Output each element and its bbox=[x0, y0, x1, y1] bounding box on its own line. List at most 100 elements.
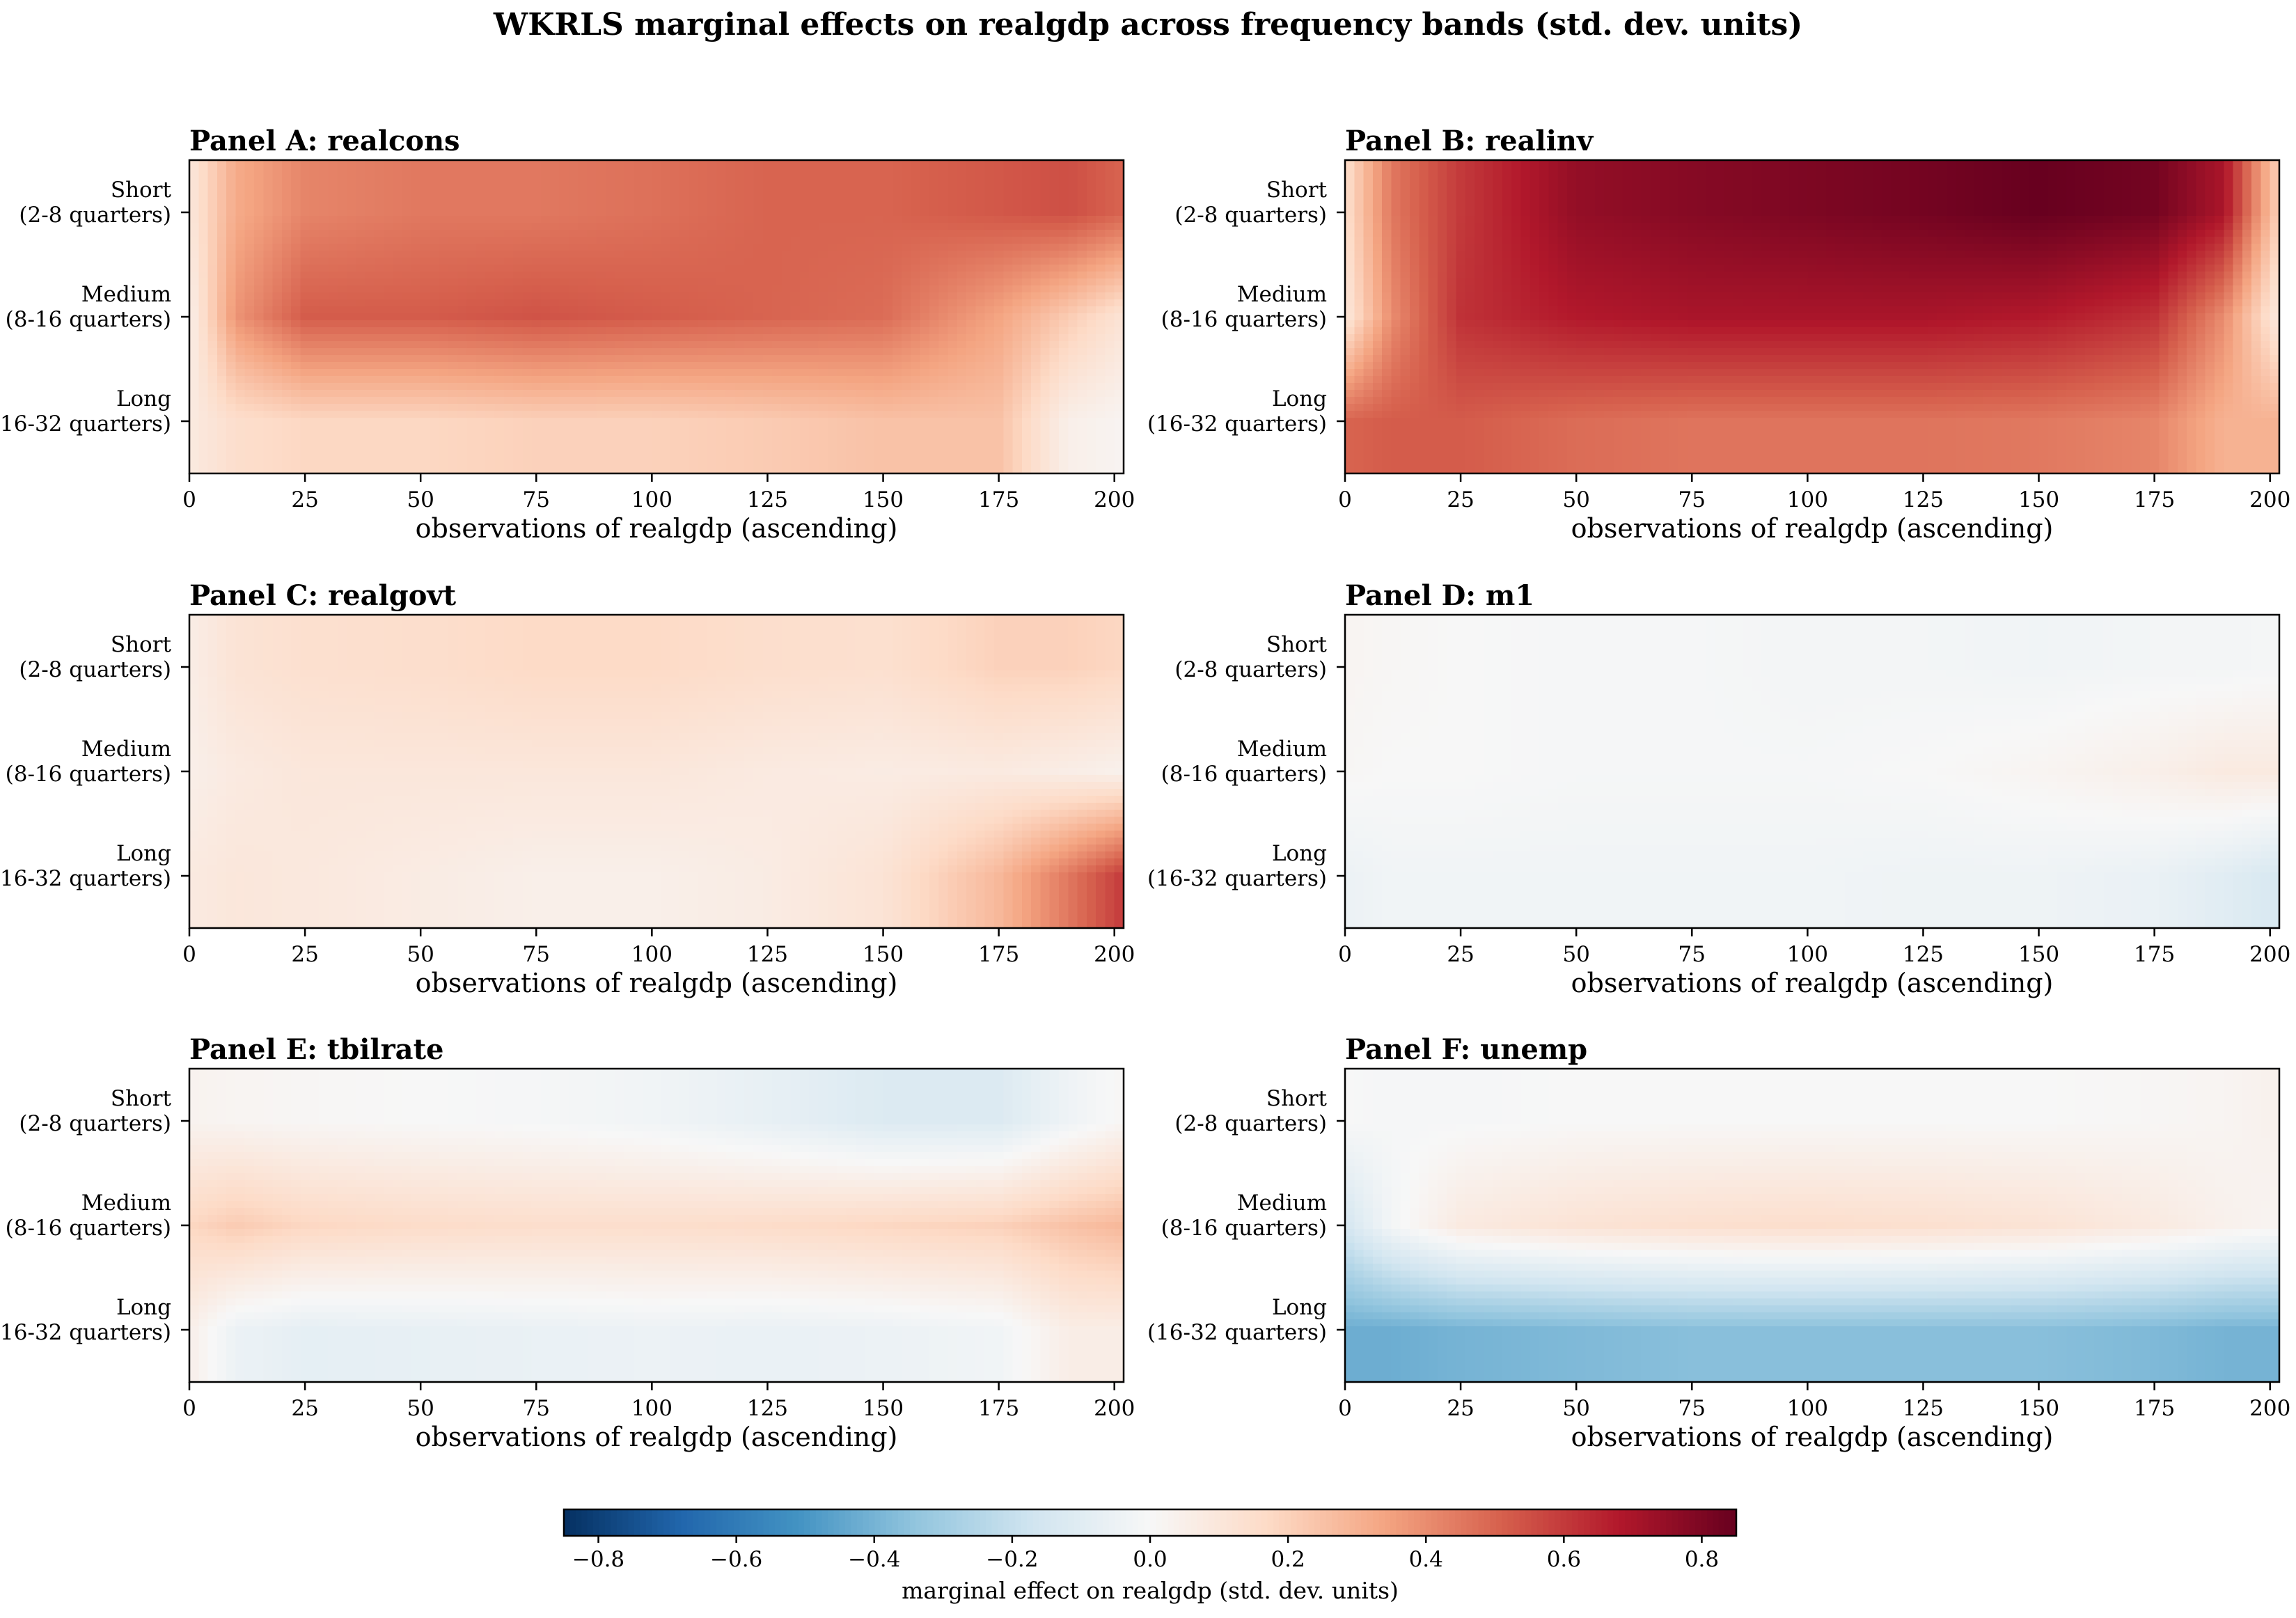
heatmap-cell bbox=[217, 334, 227, 342]
heatmap-cell bbox=[726, 390, 736, 398]
heatmap-cell bbox=[1013, 376, 1023, 384]
heatmap-cell bbox=[772, 327, 782, 335]
heatmap-cell bbox=[485, 369, 495, 377]
heatmap-cell bbox=[606, 376, 615, 384]
heatmap-cell bbox=[1096, 209, 1106, 217]
heatmap-cell bbox=[763, 160, 773, 168]
heatmap-cell bbox=[550, 181, 560, 189]
heatmap-cell bbox=[476, 237, 486, 244]
heatmap-cell bbox=[938, 251, 948, 258]
heatmap-cell bbox=[254, 425, 264, 432]
heatmap-cell bbox=[772, 188, 782, 196]
heatmap-cell bbox=[254, 272, 264, 279]
heatmap-cell bbox=[532, 460, 542, 467]
heatmap-cell bbox=[504, 411, 514, 418]
heatmap-cell bbox=[1022, 202, 1032, 210]
heatmap-cell bbox=[338, 425, 347, 432]
heatmap-cell bbox=[809, 299, 819, 307]
heatmap-cell bbox=[245, 341, 255, 349]
heatmap-cell bbox=[439, 376, 449, 384]
heatmap-cell bbox=[911, 223, 920, 230]
heatmap-cell bbox=[726, 272, 736, 279]
heatmap-cell bbox=[1087, 327, 1096, 335]
heatmap-cell bbox=[217, 299, 227, 307]
heatmap-cell bbox=[911, 341, 920, 349]
heatmap-cell bbox=[1050, 202, 1060, 210]
heatmap-cell bbox=[1003, 439, 1013, 446]
heatmap-cell bbox=[254, 237, 264, 244]
heatmap-cell bbox=[393, 411, 402, 418]
heatmap-cell bbox=[356, 299, 365, 307]
heatmap-cell bbox=[282, 425, 292, 432]
heatmap-cell bbox=[809, 216, 819, 223]
heatmap-cell bbox=[578, 188, 588, 196]
heatmap-cell bbox=[689, 404, 699, 411]
heatmap-cell bbox=[254, 418, 264, 425]
heatmap-cell bbox=[1105, 334, 1115, 342]
heatmap-cell bbox=[1595, 160, 1605, 168]
heatmap-cell bbox=[411, 230, 421, 237]
heatmap-cell bbox=[1078, 334, 1087, 342]
heatmap-cell bbox=[698, 258, 708, 265]
heatmap-cell bbox=[735, 237, 745, 244]
heatmap-cell bbox=[245, 237, 255, 244]
heatmap-cell bbox=[485, 348, 495, 356]
heatmap-cell bbox=[1087, 320, 1096, 328]
heatmap-cell bbox=[698, 278, 708, 286]
heatmap-cell bbox=[384, 306, 393, 314]
heatmap-cell bbox=[698, 348, 708, 356]
heatmap-cell bbox=[1040, 460, 1050, 467]
heatmap-cell bbox=[994, 439, 1004, 446]
heatmap-cell bbox=[957, 292, 967, 300]
heatmap-cell bbox=[929, 209, 939, 217]
heatmap-cell bbox=[402, 446, 412, 453]
heatmap-cell bbox=[1040, 411, 1050, 418]
heatmap-cell bbox=[217, 244, 227, 251]
heatmap-cell bbox=[661, 237, 671, 244]
heatmap-cell bbox=[189, 439, 199, 446]
heatmap-cell bbox=[624, 244, 634, 251]
heatmap-cell bbox=[189, 425, 199, 432]
heatmap-cell bbox=[744, 251, 754, 258]
heatmap-cell bbox=[643, 223, 652, 230]
heatmap-cell bbox=[208, 160, 218, 168]
heatmap-cell bbox=[902, 348, 911, 356]
heatmap-cell bbox=[1031, 376, 1041, 384]
heatmap-cell bbox=[735, 362, 745, 370]
heatmap-cell bbox=[356, 223, 365, 230]
heatmap-cell bbox=[856, 383, 865, 391]
heatmap-cell bbox=[1105, 292, 1115, 300]
heatmap-cell bbox=[763, 348, 773, 356]
heatmap-cell bbox=[754, 369, 764, 377]
heatmap-cell bbox=[837, 292, 847, 300]
heatmap-cell bbox=[347, 306, 356, 314]
heatmap-cell bbox=[1013, 209, 1023, 217]
heatmap-cell bbox=[938, 278, 948, 286]
heatmap-cell bbox=[494, 320, 504, 328]
heatmap-cell bbox=[670, 223, 680, 230]
heatmap-cell bbox=[689, 251, 699, 258]
heatmap-cell bbox=[957, 453, 967, 460]
heatmap-cell bbox=[1078, 292, 1087, 300]
heatmap-cell bbox=[189, 460, 199, 467]
heatmap-cell bbox=[235, 209, 245, 217]
heatmap-cell bbox=[670, 167, 680, 175]
heatmap-cell bbox=[634, 265, 643, 272]
heatmap-cell bbox=[375, 432, 384, 439]
heatmap-cell bbox=[467, 425, 477, 432]
heatmap-cell bbox=[263, 376, 273, 384]
heatmap-cell bbox=[347, 341, 356, 349]
heatmap-cell bbox=[1003, 230, 1013, 237]
heatmap-cell bbox=[2187, 160, 2196, 168]
heatmap-cell bbox=[652, 404, 661, 411]
heatmap-cell bbox=[254, 404, 264, 411]
heatmap-cell bbox=[300, 446, 310, 453]
heatmap-cell bbox=[652, 174, 661, 182]
heatmap-cell bbox=[485, 327, 495, 335]
heatmap-cell bbox=[420, 446, 430, 453]
heatmap-cell bbox=[319, 188, 329, 196]
heatmap-cell bbox=[1013, 292, 1023, 300]
heatmap-cell bbox=[679, 383, 689, 391]
heatmap-cell bbox=[504, 348, 514, 356]
heatmap-cell bbox=[282, 432, 292, 439]
